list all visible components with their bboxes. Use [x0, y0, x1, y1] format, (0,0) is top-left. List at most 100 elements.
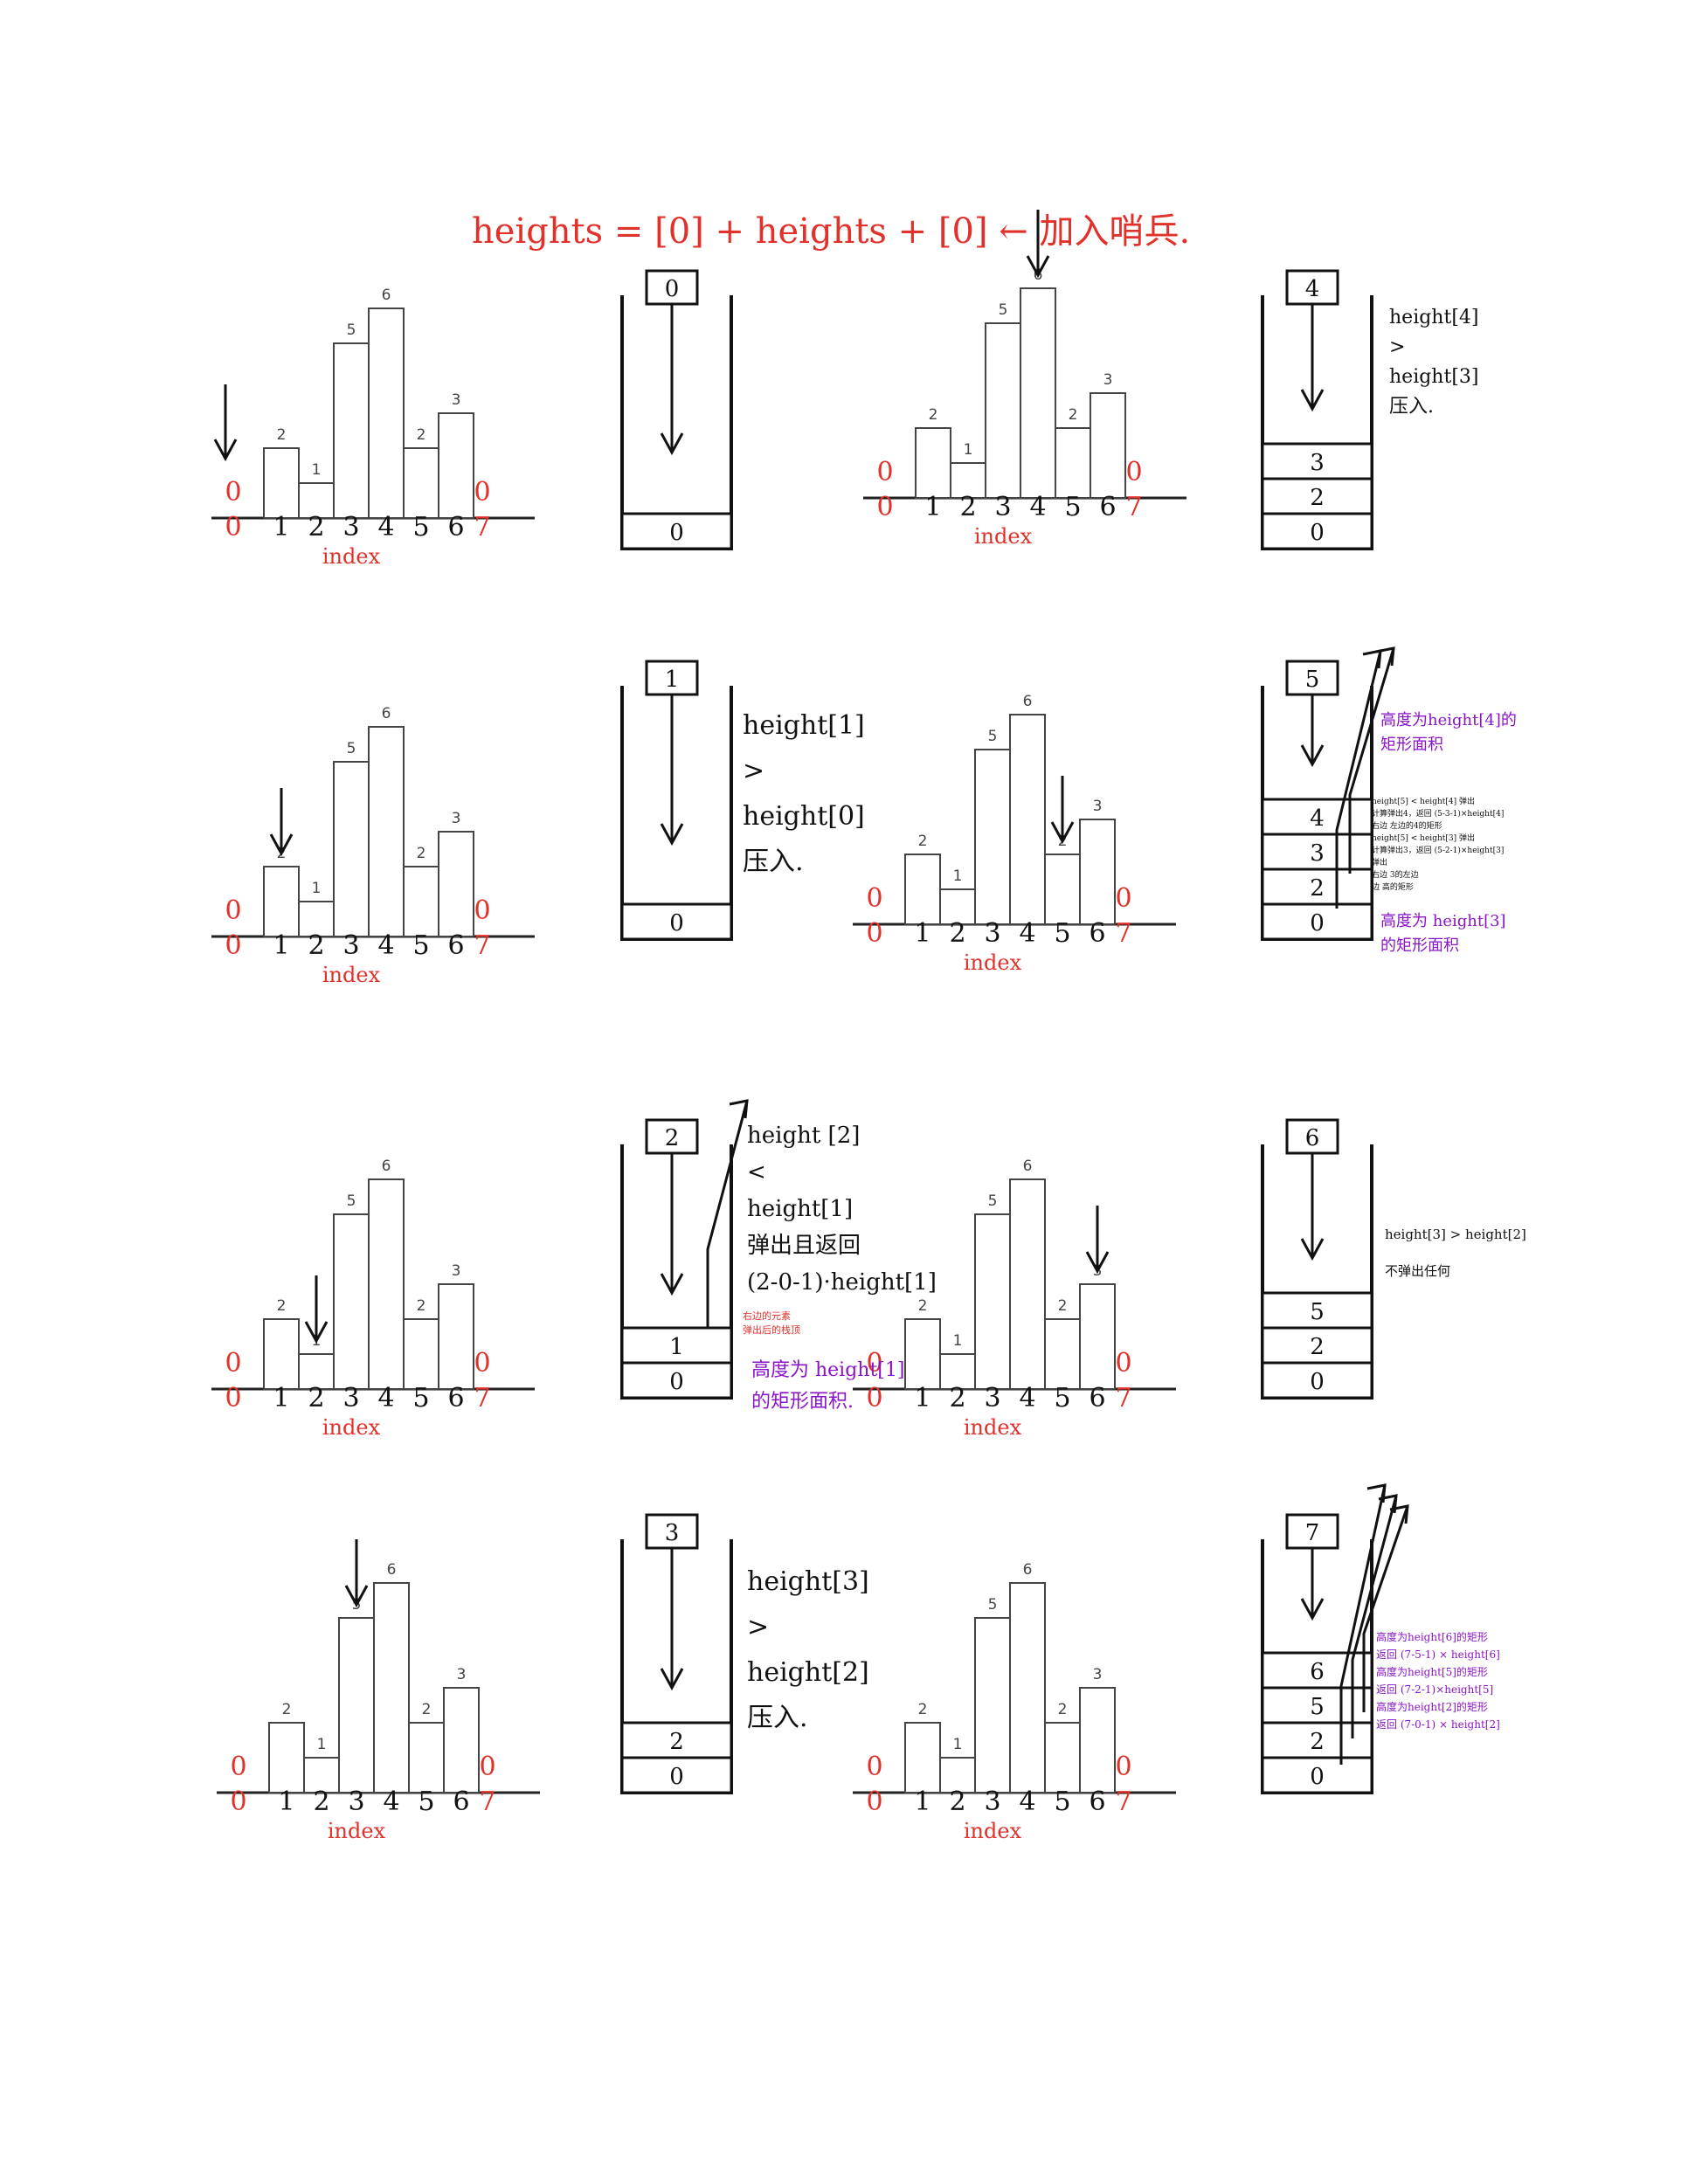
bar-label-1: 2 [277, 1297, 287, 1315]
tick-label-1: 1 [273, 930, 289, 961]
tick-label-4: 4 [383, 1787, 399, 1817]
bar-label-2: 1 [312, 880, 322, 897]
tick-label-0: 0 [866, 918, 882, 949]
incoming-element-label: 2 [665, 1125, 680, 1151]
stack-cell-label: 2 [669, 1729, 684, 1755]
return-arrow-5-shaft [1351, 1495, 1398, 1738]
note-area-1-line-0: 高度为 height[1] [751, 1359, 904, 1381]
tick-label-7: 7 [479, 1787, 495, 1817]
note-area-4-line-1: 矩形面积 [1380, 736, 1443, 754]
tick-label-2: 2 [308, 1383, 324, 1413]
note-area-4-line-0: 高度为height[4]的 [1380, 711, 1517, 729]
bar-label-6: 3 [1093, 1666, 1103, 1683]
annotation-layer: height[4] > height[3] 压入. height[1] > height[0… [706, 307, 1526, 1765]
stack-cell-label: 2 [1310, 1334, 1325, 1360]
stack-cell-0 [1261, 512, 1373, 550]
stack-cell-label: 0 [669, 520, 684, 546]
tick-label-0: 0 [230, 1787, 246, 1817]
stack-cell-label: 5 [1310, 1299, 1325, 1325]
bar-6 [438, 831, 474, 937]
x-axis-label: index [964, 1819, 1022, 1843]
tick-label-3: 3 [994, 492, 1011, 522]
note-pop-1-line-1: < [747, 1159, 766, 1185]
bar-label-3: 5 [988, 1596, 998, 1614]
note-area-final-line-0: 高度为height[6]的矩形 [1376, 1630, 1488, 1643]
note-push-4-line-1: > [1389, 336, 1405, 358]
stack-container [620, 295, 733, 550]
note-push-4-line-2: height[3] [1389, 366, 1478, 388]
stack-cell-2 [1261, 867, 1373, 906]
incoming-element-label: 5 [1305, 667, 1320, 693]
bar-4 [1009, 1178, 1046, 1390]
bar-4 [373, 1582, 410, 1794]
bar-label-1: 2 [277, 426, 287, 444]
note-no-pop: height[3] > height[2] 不弹出任何 [1385, 1227, 1526, 1279]
bar-4 [368, 1178, 405, 1390]
note-push-1: height[1] > height[0] 压入. [743, 710, 865, 877]
return-arrow-4-shaft [1335, 650, 1382, 909]
return-arrow-5 [1351, 1494, 1398, 1738]
tick-label-0: 0 [876, 492, 893, 522]
note-pop-detail-line-5: 弹出 [1372, 857, 1387, 867]
tick-label-0: 0 [866, 1383, 882, 1413]
note-pop-detail-line-3: height[5] < height[3] 弹出 [1372, 833, 1475, 843]
bar-label-4: 6 [387, 1561, 397, 1579]
bar-2 [298, 1353, 335, 1390]
tick-label-4: 4 [1029, 492, 1046, 522]
tick-label-3: 3 [342, 512, 359, 543]
bar-3 [333, 1213, 370, 1390]
bar-label-3: 5 [988, 728, 998, 745]
bar-label-1: 2 [918, 833, 928, 850]
tick-label-6: 6 [1099, 492, 1116, 522]
bar-label-4: 6 [382, 705, 391, 722]
sentinel-label-7: 0 [1125, 457, 1142, 487]
bar-6 [443, 1687, 480, 1794]
stack-cell-label: 0 [1310, 520, 1325, 546]
push-arrow-head [660, 1668, 684, 1691]
bar-label-4: 6 [1023, 1158, 1033, 1175]
tick-label-5: 5 [1054, 1787, 1070, 1817]
note-area-3-line-1: 的矩形面积 [1380, 936, 1459, 955]
tick-label-7: 7 [474, 930, 490, 961]
bar-label-6: 3 [452, 1262, 461, 1280]
tick-label-7: 7 [474, 512, 490, 543]
sentinel-label-0: 0 [866, 883, 882, 914]
tick-label-4: 4 [1019, 1383, 1035, 1413]
tick-label-5: 5 [412, 1383, 429, 1413]
bar-label-5: 2 [417, 426, 426, 444]
bar-label-3: 5 [988, 1192, 998, 1210]
tick-label-5: 5 [1054, 1383, 1070, 1413]
note-push-3-line-0: height[3] [747, 1566, 869, 1597]
stack-cell-label: 2 [1310, 875, 1325, 902]
stack-cell-label: 0 [669, 910, 684, 936]
pointer-arrow-start-head [213, 439, 238, 462]
return-arrow-3-shaft [1348, 647, 1395, 874]
push-arrow [660, 1153, 684, 1296]
stack-cell-label: 0 [669, 1369, 684, 1395]
note-area-final-line-4: 高度为height[2]的矩形 [1376, 1700, 1488, 1713]
stack-cell-label: 0 [1310, 1369, 1325, 1395]
stack-cell-1 [620, 1326, 733, 1365]
bar-label-2: 1 [317, 1736, 327, 1753]
stack-cell-0 [1261, 902, 1373, 941]
pointer-arrow-head [269, 833, 294, 857]
x-axis-label: index [322, 1415, 381, 1440]
tick-label-5: 5 [1064, 492, 1081, 522]
pointer-arrow-head [344, 1585, 369, 1608]
pointer-arrow [1050, 776, 1075, 845]
note-push-3-line-3: 压入. [747, 1703, 808, 1733]
note-area-1: 高度为 height[1] 的矩形面积. [751, 1359, 904, 1413]
x-axis-label: index [322, 963, 381, 987]
sentinel-label-7: 0 [1115, 1348, 1131, 1379]
stack-cell-label: 2 [1310, 485, 1325, 511]
stack-cell-0 [620, 902, 733, 941]
return-arrow-2 [1362, 1504, 1409, 1712]
pointer-arrow-head [1085, 1251, 1110, 1275]
tick-label-1: 1 [914, 918, 930, 949]
note-pop-detail-line-0: height[5] < height[4] 弹出 [1372, 796, 1475, 806]
bar-3 [338, 1617, 375, 1794]
note-pop-detail-line-4: 计算弹出3，返回 (5-2-1)×height[3] [1372, 845, 1504, 855]
